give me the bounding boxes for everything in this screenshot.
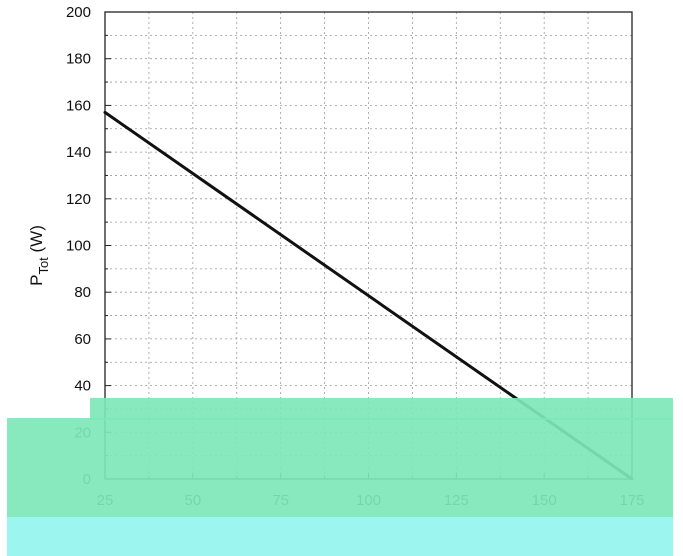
- y-axis-label-sub: Tot: [36, 257, 51, 275]
- y-axis-label-main: P: [27, 275, 46, 286]
- y-tick-label: 100: [66, 238, 91, 255]
- y-tick-label: 140: [66, 144, 91, 161]
- y-tick-label: 160: [66, 97, 91, 114]
- overlay-band-cyan: [7, 517, 673, 556]
- y-axis-label-unit: (W): [27, 225, 46, 257]
- y-tick-label: 120: [66, 191, 91, 208]
- overlay-band-green: [7, 418, 673, 520]
- y-tick-label: 180: [66, 51, 91, 68]
- y-tick-label: 60: [74, 331, 91, 348]
- overlay-band-green-top: [90, 398, 673, 420]
- y-tick-label: 200: [66, 4, 91, 21]
- y-tick-label: 40: [74, 378, 91, 395]
- y-axis-label: PTot (W): [27, 225, 51, 286]
- y-tick-label: 80: [74, 284, 91, 301]
